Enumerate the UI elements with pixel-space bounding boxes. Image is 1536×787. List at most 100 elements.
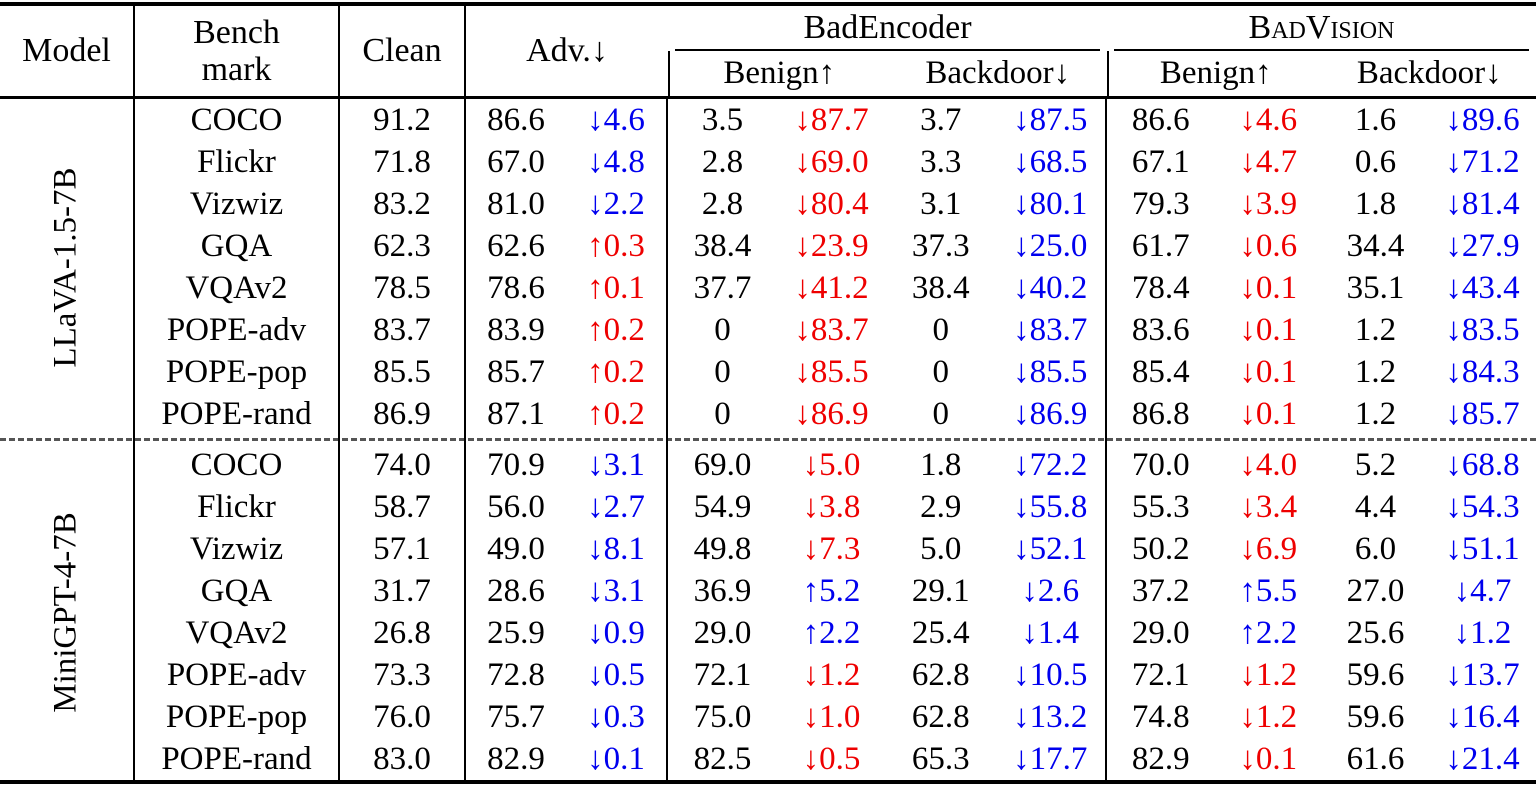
metric-value: 59.6 bbox=[1346, 698, 1405, 735]
metric-value: 37.3 bbox=[911, 227, 970, 264]
badvision-backdoor-cell: 1.2 ↓83.5 bbox=[1322, 309, 1536, 351]
benchmark-cell: COCO bbox=[135, 99, 340, 141]
header-badencoder-benign: Benign↑ bbox=[723, 55, 836, 91]
delta-value: ↓85.5 bbox=[1013, 353, 1088, 390]
clean-cell: 83.0 bbox=[340, 738, 466, 780]
delta-value: ↓1.2 bbox=[1239, 656, 1298, 693]
table-row: Flickr 71.8 67.0 ↓4.8 2.8 ↓69.0 3.3 ↓68.5 67.1 ↓4… bbox=[135, 141, 1536, 183]
header-benchmark-line1: Bench bbox=[193, 13, 280, 51]
metric-value: 67.1 bbox=[1131, 143, 1190, 180]
benchmark-cell: Vizwiz bbox=[135, 528, 340, 570]
table-row: POPE-pop 76.0 75.7 ↓0.3 75.0 ↓1.0 62.8 ↓13.2 74.… bbox=[135, 696, 1536, 738]
badvision-backdoor-cell: 5.2 ↓68.8 bbox=[1322, 444, 1536, 486]
badencoder-backdoor-cell: 3.3 ↓68.5 bbox=[886, 141, 1107, 183]
metric-value: 72.1 bbox=[693, 656, 752, 693]
table-row: Flickr 58.7 56.0 ↓2.7 54.9 ↓3.8 2.9 ↓55.8 55.3 ↓3… bbox=[135, 486, 1536, 528]
badvision-benign-cell: 55.3 ↓3.4 bbox=[1107, 486, 1322, 528]
badvision-backdoor-cell: 4.4 ↓54.3 bbox=[1322, 486, 1536, 528]
metric-value: 83.6 bbox=[1131, 311, 1190, 348]
badvision-backdoor-cell: 59.6 ↓16.4 bbox=[1322, 696, 1536, 738]
table-row: COCO 74.0 70.9 ↓3.1 69.0 ↓5.0 1.8 ↓72.2 70.0 ↓4.0… bbox=[135, 444, 1536, 486]
badvision-cmidrule bbox=[1114, 49, 1529, 51]
delta-value: ↓3.1 bbox=[587, 446, 645, 483]
badvision-backdoor-cell: 1.6 ↓89.6 bbox=[1322, 99, 1536, 141]
delta-value: ↑5.2 bbox=[802, 572, 861, 609]
delta-value: ↓4.7 bbox=[1453, 572, 1512, 609]
metric-value: 83.9 bbox=[487, 311, 545, 348]
benchmark-cell: VQAv2 bbox=[135, 267, 340, 309]
table-row: POPE-adv 73.3 72.8 ↓0.5 72.1 ↓1.2 62.8 ↓10.5 72.… bbox=[135, 654, 1536, 696]
metric-value: 82.5 bbox=[693, 740, 752, 777]
adv-cell: 75.7 ↓0.3 bbox=[466, 696, 668, 738]
table-row: VQAv2 78.5 78.6 ↑0.1 37.7 ↓41.2 38.4 ↓40.2 78.4 ↓… bbox=[135, 267, 1536, 309]
delta-value: ↓1.4 bbox=[1021, 614, 1080, 651]
header-benchmark: Bench mark bbox=[135, 6, 340, 96]
delta-value: ↓3.4 bbox=[1239, 488, 1298, 525]
adv-cell: 83.9 ↑0.2 bbox=[466, 309, 668, 351]
metric-value: 1.2 bbox=[1354, 395, 1397, 432]
metric-value: 0.6 bbox=[1354, 143, 1397, 180]
adv-cell: 86.6 ↓4.6 bbox=[466, 99, 668, 141]
metric-value: 62.8 bbox=[911, 698, 970, 735]
metric-value: 1.8 bbox=[920, 446, 962, 483]
metric-value: 78.4 bbox=[1131, 269, 1190, 306]
metric-value: 1.2 bbox=[1354, 353, 1397, 390]
badencoder-cmidrule bbox=[675, 49, 1100, 51]
benchmark-cell: GQA bbox=[135, 570, 340, 612]
badencoder-backdoor-cell: 3.1 ↓80.1 bbox=[886, 183, 1107, 225]
delta-value: ↓0.9 bbox=[587, 614, 645, 651]
badvision-benign-cell: 74.8 ↓1.2 bbox=[1107, 696, 1322, 738]
delta-value: ↓69.0 bbox=[794, 143, 869, 180]
delta-value: ↓85.5 bbox=[794, 353, 869, 390]
metric-value: 3.3 bbox=[920, 143, 962, 180]
delta-value: ↓52.1 bbox=[1013, 530, 1088, 567]
badvision-backdoor-cell: 6.0 ↓51.1 bbox=[1322, 528, 1536, 570]
benchmark-cell: POPE-adv bbox=[135, 654, 340, 696]
header-clean: Clean bbox=[340, 6, 466, 96]
badvision-backdoor-cell: 35.1 ↓43.4 bbox=[1322, 267, 1536, 309]
badencoder-benign-cell: 0 ↓85.5 bbox=[668, 351, 886, 393]
badvision-backdoor-cell: 1.8 ↓81.4 bbox=[1322, 183, 1536, 225]
metric-value: 38.4 bbox=[693, 227, 752, 264]
delta-value: ↓21.4 bbox=[1445, 740, 1520, 777]
metric-value: 0 bbox=[932, 395, 950, 432]
metric-value: 75.0 bbox=[693, 698, 752, 735]
model-label: MiniGPT-4-7B bbox=[48, 511, 85, 713]
metric-value: 72.1 bbox=[1131, 656, 1190, 693]
metric-value: 67.0 bbox=[487, 143, 545, 180]
adv-cell: 70.9 ↓3.1 bbox=[466, 444, 668, 486]
badvision-benign-cell: 37.2 ↑5.5 bbox=[1107, 570, 1322, 612]
adv-cell: 82.9 ↓0.1 bbox=[466, 738, 668, 780]
delta-value: ↓10.5 bbox=[1013, 656, 1088, 693]
divider-vertical-segment bbox=[1105, 435, 1107, 444]
delta-value: ↓83.7 bbox=[794, 311, 869, 348]
metric-value: 37.7 bbox=[693, 269, 752, 306]
metric-value: 34.4 bbox=[1346, 227, 1405, 264]
adv-cell: 72.8 ↓0.5 bbox=[466, 654, 668, 696]
delta-value: ↓3.1 bbox=[587, 572, 645, 609]
badvision-backdoor-cell: 1.2 ↓84.3 bbox=[1322, 351, 1536, 393]
delta-value: ↓2.2 bbox=[587, 185, 645, 222]
badvision-benign-cell: 79.3 ↓3.9 bbox=[1107, 183, 1322, 225]
metric-value: 62.8 bbox=[911, 656, 970, 693]
badencoder-backdoor-cell: 3.7 ↓87.5 bbox=[886, 99, 1107, 141]
metric-value: 85.4 bbox=[1131, 353, 1190, 390]
metric-value: 82.9 bbox=[487, 740, 545, 777]
delta-value: ↓23.9 bbox=[794, 227, 869, 264]
divider-vertical-segment bbox=[133, 435, 135, 444]
metric-value: 0 bbox=[932, 311, 950, 348]
benchmark-cell: POPE-pop bbox=[135, 351, 340, 393]
badvision-backdoor-cell: 61.6 ↓21.4 bbox=[1322, 738, 1536, 780]
model-label: LLaVA-1.5-7B bbox=[48, 166, 84, 368]
benchmark-cell: COCO bbox=[135, 444, 340, 486]
clean-cell: 71.8 bbox=[340, 141, 466, 183]
badvision-benign-cell: 72.1 ↓1.2 bbox=[1107, 654, 1322, 696]
benchmark-cell: Flickr bbox=[135, 141, 340, 183]
benchmark-cell: POPE-adv bbox=[135, 309, 340, 351]
delta-value: ↓0.5 bbox=[587, 656, 645, 693]
adv-cell: 81.0 ↓2.2 bbox=[466, 183, 668, 225]
delta-value: ↓72.2 bbox=[1013, 446, 1088, 483]
delta-value: ↓83.5 bbox=[1445, 311, 1520, 348]
delta-value: ↓1.0 bbox=[802, 698, 861, 735]
